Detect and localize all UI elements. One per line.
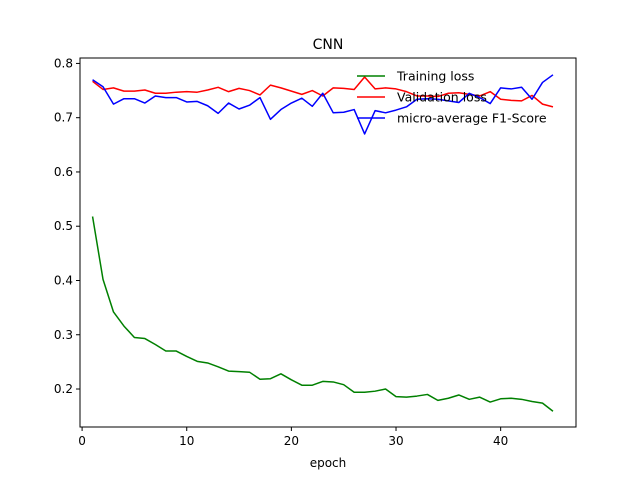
y-tick-label: 0.3 (54, 328, 73, 342)
chart-title: CNN (313, 37, 344, 53)
y-axis-ticks: 0.2 0.3 0.4 0.5 0.6 0.7 0.8 (54, 56, 80, 396)
legend-label: Validation loss (397, 90, 487, 105)
x-axis-ticks: 0 10 20 30 40 (78, 427, 508, 448)
y-tick-label: 0.4 (54, 273, 73, 287)
plot-area (79, 57, 577, 428)
series-line-3 (92, 74, 554, 135)
legend: Training loss Validation loss micro-averag… (357, 69, 547, 126)
y-tick-label: 0.5 (54, 219, 73, 233)
legend-label: Training loss (396, 69, 474, 84)
series-layer (91, 74, 554, 412)
x-tick-label: 30 (388, 434, 403, 448)
series-line-1 (91, 216, 554, 412)
x-tick-label: 20 (284, 434, 299, 448)
x-tick-label: 0 (78, 434, 86, 448)
x-axis-label: epoch (310, 456, 347, 470)
y-tick-label: 0.6 (54, 165, 73, 179)
y-tick-label: 0.8 (54, 56, 73, 70)
axes-frame (79, 57, 577, 428)
x-tick-label: 40 (493, 434, 508, 448)
x-tick-label: 10 (179, 434, 194, 448)
y-tick-label: 0.7 (54, 111, 73, 125)
y-tick-label: 0.2 (54, 382, 73, 396)
legend-label: micro-average F1-Score (397, 111, 547, 126)
